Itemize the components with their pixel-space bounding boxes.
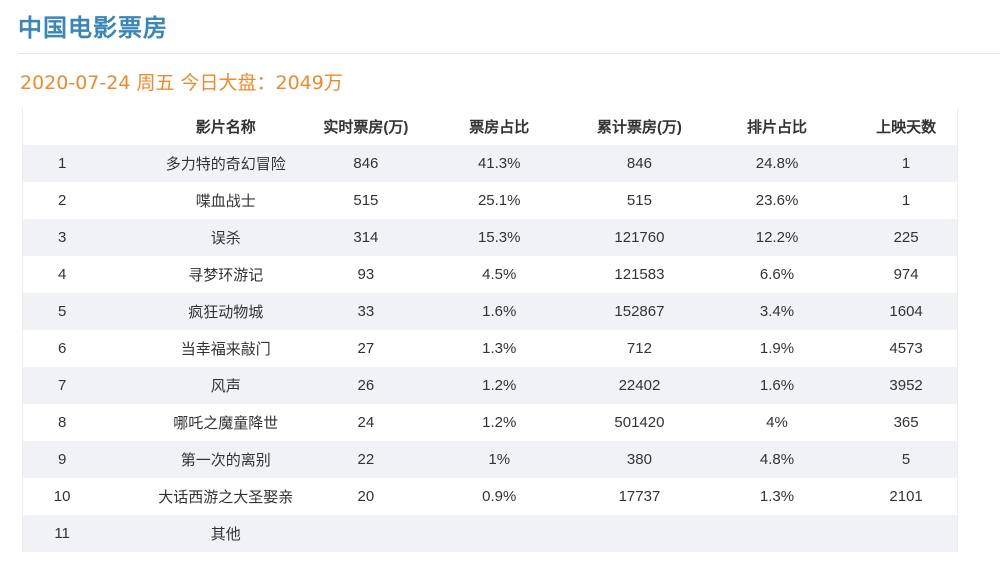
cumulative-box-office-cell: 17737 [618, 488, 661, 505]
table-row: 2 喋血战士 515 25.1% 515 23.6% 1 [23, 182, 957, 219]
cumulative-box-office-cell: 846 [626, 155, 652, 172]
screening-share-cell: 4.8% [759, 451, 795, 468]
realtime-box-office-cell: 27 [357, 340, 375, 357]
header-movie-name: 影片名称 [195, 119, 256, 136]
movie-name-cell: 疯狂动物城 [188, 304, 264, 321]
cumulative-box-office-cell: 712 [626, 340, 652, 357]
movie-name-cell: 大话西游之大圣娶亲 [158, 489, 294, 506]
screening-share-cell: 1.6% [759, 377, 795, 394]
rank-cell: 4 [57, 266, 67, 283]
rank-cell: 2 [57, 192, 67, 209]
days-showing-cell: 1 [901, 192, 911, 209]
screening-share-cell: 23.6% [755, 192, 799, 209]
realtime-box-office-cell: 846 [353, 155, 379, 172]
days-showing-cell: 2101 [889, 488, 923, 505]
table-row: 9 第一次的离别 22 1% 380 4.8% 5 [23, 441, 957, 478]
realtime-box-office-cell: 515 [353, 192, 379, 209]
days-showing-cell: 974 [893, 266, 919, 283]
title-divider [18, 53, 1000, 54]
screening-share-cell: 1.9% [759, 340, 795, 357]
movie-name-cell: 哪吒之魔童降世 [173, 415, 279, 432]
rank-cell: 8 [57, 414, 67, 431]
box-office-share-cell: 25.1% [477, 192, 521, 209]
realtime-box-office-cell: 26 [357, 377, 375, 394]
table-row: 7 风声 26 1.2% 22402 1.6% 3952 [23, 367, 957, 404]
rank-cell: 9 [57, 451, 67, 468]
screening-share-cell: 3.4% [759, 303, 795, 320]
movie-name-cell: 多力特的奇幻冒险 [165, 156, 286, 173]
table-row: 8 哪吒之魔童降世 24 1.2% 501420 4% 365 [23, 404, 957, 441]
rank-cell: 3 [57, 229, 67, 246]
rank-cell: 5 [57, 303, 67, 320]
screening-share-cell: 1.3% [759, 488, 795, 505]
days-showing-cell: 5 [901, 451, 911, 468]
screening-share-cell: 12.2% [755, 229, 799, 246]
cumulative-box-office-cell: 121583 [614, 266, 665, 283]
days-showing-cell: 4573 [889, 340, 923, 357]
box-office-share-cell: 4.5% [482, 266, 517, 283]
box-office-table: 影片名称 实时票房(万) 票房占比 累计票房(万) 排片占比 上映天数 1 多力特… [22, 108, 958, 552]
box-office-share-cell: 0.9% [482, 488, 517, 505]
movie-name-cell: 当幸福来敲门 [180, 341, 271, 358]
header-screening-share: 排片占比 [747, 119, 808, 136]
page-title: 中国电影票房 [18, 14, 168, 42]
daily-summary: 2020-07-24 周五 今日大盘：2049万 [20, 72, 343, 94]
table-row: 11 其他 [23, 515, 957, 552]
table-row: 3 误杀 314 15.3% 121760 12.2% 225 [23, 219, 957, 256]
realtime-box-office-cell: 314 [353, 229, 379, 246]
table-row: 10 大话西游之大圣娶亲 20 0.9% 17737 1.3% 2101 [23, 478, 957, 515]
box-office-share-cell: 15.3% [477, 229, 521, 246]
realtime-box-office-cell: 22 [357, 451, 375, 468]
movie-name-cell: 寻梦环游记 [188, 267, 264, 284]
box-office-share-cell: 1.3% [482, 340, 517, 357]
header-box-office-share: 票房占比 [469, 119, 530, 136]
screening-share-cell: 4% [766, 414, 788, 431]
days-showing-cell: 365 [893, 414, 919, 431]
screening-share-cell: 24.8% [755, 155, 799, 172]
cumulative-box-office-cell: 22402 [618, 377, 661, 394]
box-office-share-cell: 1.2% [482, 414, 517, 431]
header-realtime-box-office: 实时票房(万) [323, 119, 409, 136]
days-showing-cell: 1604 [889, 303, 923, 320]
movie-name-cell: 误杀 [210, 230, 241, 247]
movie-name-cell: 风声 [210, 378, 241, 395]
days-showing-cell: 1 [901, 155, 911, 172]
header-days-showing: 上映天数 [876, 119, 937, 136]
realtime-box-office-cell: 33 [357, 303, 375, 320]
table-row: 1 多力特的奇幻冒险 846 41.3% 846 24.8% 1 [23, 145, 957, 182]
movie-name-cell: 喋血战士 [195, 193, 256, 210]
rank-cell: 7 [57, 377, 67, 394]
cumulative-box-office-cell: 380 [626, 451, 652, 468]
movie-name-cell: 其他 [210, 526, 241, 543]
rank-cell: 11 [54, 525, 70, 542]
table-row: 5 疯狂动物城 33 1.6% 152867 3.4% 1604 [23, 293, 957, 330]
realtime-box-office-cell: 20 [357, 488, 375, 505]
days-showing-cell: 3952 [889, 377, 923, 394]
table-row: 4 寻梦环游记 93 4.5% 121583 6.6% 974 [23, 256, 957, 293]
box-office-share-cell: 1% [488, 451, 511, 468]
cumulative-box-office-cell: 501420 [614, 414, 665, 431]
movie-name-cell: 第一次的离别 [180, 452, 271, 469]
box-office-share-cell: 1.6% [482, 303, 517, 320]
rank-cell: 10 [53, 488, 71, 505]
days-showing-cell: 225 [893, 229, 919, 246]
header-cumulative-box-office: 累计票房(万) [596, 119, 682, 136]
realtime-box-office-cell: 24 [357, 414, 375, 431]
box-office-share-cell: 41.3% [477, 155, 521, 172]
cumulative-box-office-cell: 152867 [614, 303, 665, 320]
cumulative-box-office-cell: 515 [626, 192, 652, 209]
rank-cell: 6 [57, 340, 67, 357]
rank-cell: 1 [57, 155, 67, 172]
cumulative-box-office-cell: 121760 [614, 229, 665, 246]
screening-share-cell: 6.6% [759, 266, 795, 283]
box-office-share-cell: 1.2% [482, 377, 517, 394]
table-header-row: 影片名称 实时票房(万) 票房占比 累计票房(万) 排片占比 上映天数 [23, 108, 957, 145]
table-row: 6 当幸福来敲门 27 1.3% 712 1.9% 4573 [23, 330, 957, 367]
realtime-box-office-cell: 93 [357, 266, 375, 283]
